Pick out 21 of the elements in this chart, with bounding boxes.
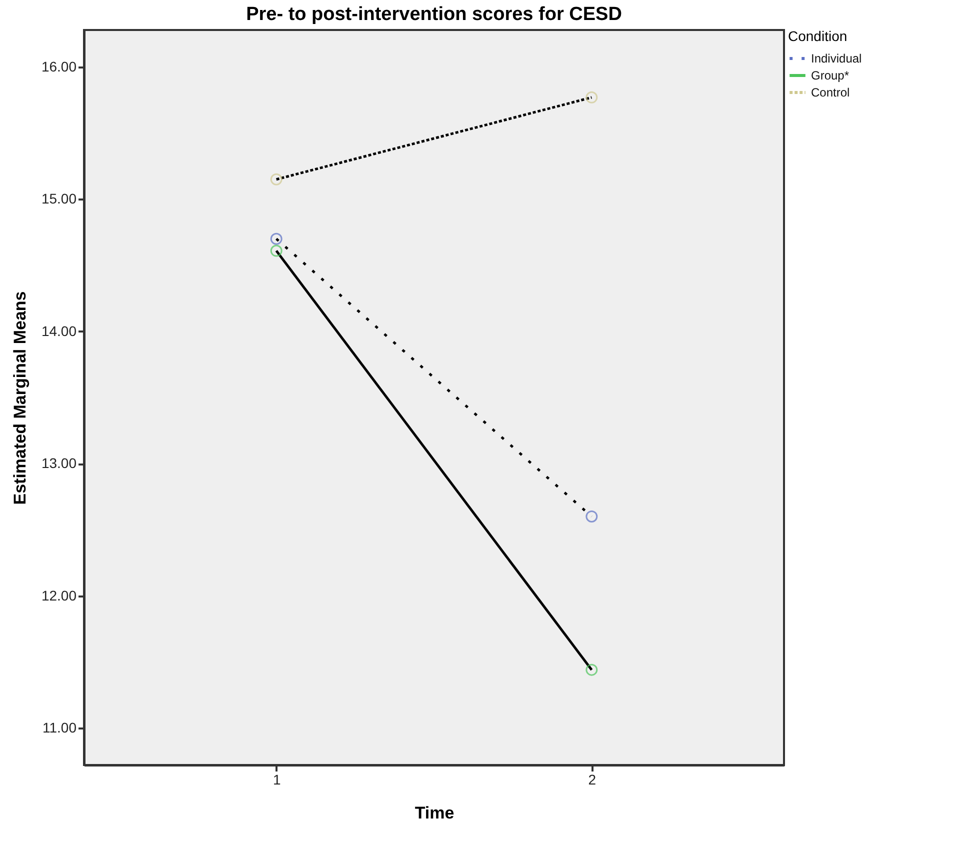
point [586,510,598,522]
y-tick-label: 16.00 [41,58,77,75]
point [270,232,282,245]
y-tick-label: 12.00 [41,587,77,604]
point [270,173,282,186]
y-tick-label: 14.00 [41,322,77,339]
y-tick-label: 13.00 [41,455,77,472]
legend-label: Control [811,86,850,100]
legend-label: Individual [811,52,862,66]
x-tick-label: 2 [588,772,596,788]
point [586,91,598,104]
chart-title: Pre- to post-intervention scores for CESD [246,4,622,25]
y-tick-label: 11.00 [42,719,77,736]
point [586,664,598,676]
legend-label: Group* [811,68,850,82]
y-axis-title: Estimated Marginal Means [10,291,30,505]
point [270,244,282,257]
x-axis-title: Time [414,804,454,822]
legend-title: Condition [788,28,848,44]
y-tick-label: 15.00 [41,190,77,207]
x-tick-label: 1 [272,772,281,788]
